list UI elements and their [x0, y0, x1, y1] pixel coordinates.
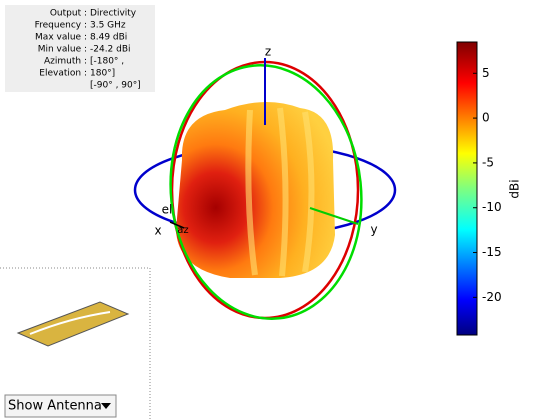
colorbar-tick-label: 0 [482, 111, 490, 125]
colorbar-tick-label: -5 [482, 155, 494, 169]
info-label: Azimuth : [44, 57, 87, 67]
dropdown[interactable] [4, 394, 117, 418]
colorbar-tick-label: 5 [482, 66, 490, 80]
y-axis [309, 207, 359, 225]
info-value: 3.5 GHz [90, 21, 126, 31]
colorbar-label: dBi [508, 179, 522, 198]
az-label: az [177, 225, 188, 236]
info-panel [5, 5, 155, 92]
pattern-surface [176, 101, 335, 278]
info-label: Max value : [35, 33, 87, 43]
info-value: Directivity [90, 9, 137, 19]
info-label: Min value : [38, 45, 87, 55]
info-label: Output : [50, 9, 87, 19]
z-label: z [265, 45, 271, 59]
colorbar-tick-label: -20 [482, 290, 502, 304]
info-label: Elevation : [39, 69, 87, 79]
antenna-icon [16, 301, 130, 347]
elevation-circle-2 [169, 64, 363, 320]
colorbar-tick-label: -10 [482, 200, 502, 214]
info-value: 8.49 dBi [90, 33, 127, 43]
dropdown-label[interactable]: Show Antenna [8, 399, 102, 414]
y-label: y [370, 223, 377, 237]
colorbar-ticks: 5 0 -5 -10 -15 -20 [473, 66, 502, 304]
colorbar [456, 41, 478, 336]
info-value: [-180° , [90, 57, 124, 67]
colorbar-tick-label: -15 [482, 245, 502, 259]
antenna-panel [0, 267, 151, 420]
el-label: el [162, 203, 173, 217]
info-value: -24.2 dBi [90, 45, 131, 55]
pattern-ridges [245, 107, 315, 277]
x-label: x [154, 224, 161, 238]
antenna-slot [29, 311, 111, 335]
x-axis [169, 221, 185, 229]
info-label: Frequency : [35, 21, 87, 31]
info-value: 180°] [90, 69, 115, 79]
dropdown-arrow[interactable] [101, 403, 111, 409]
info-value: [-90° , 90°] [90, 81, 141, 91]
